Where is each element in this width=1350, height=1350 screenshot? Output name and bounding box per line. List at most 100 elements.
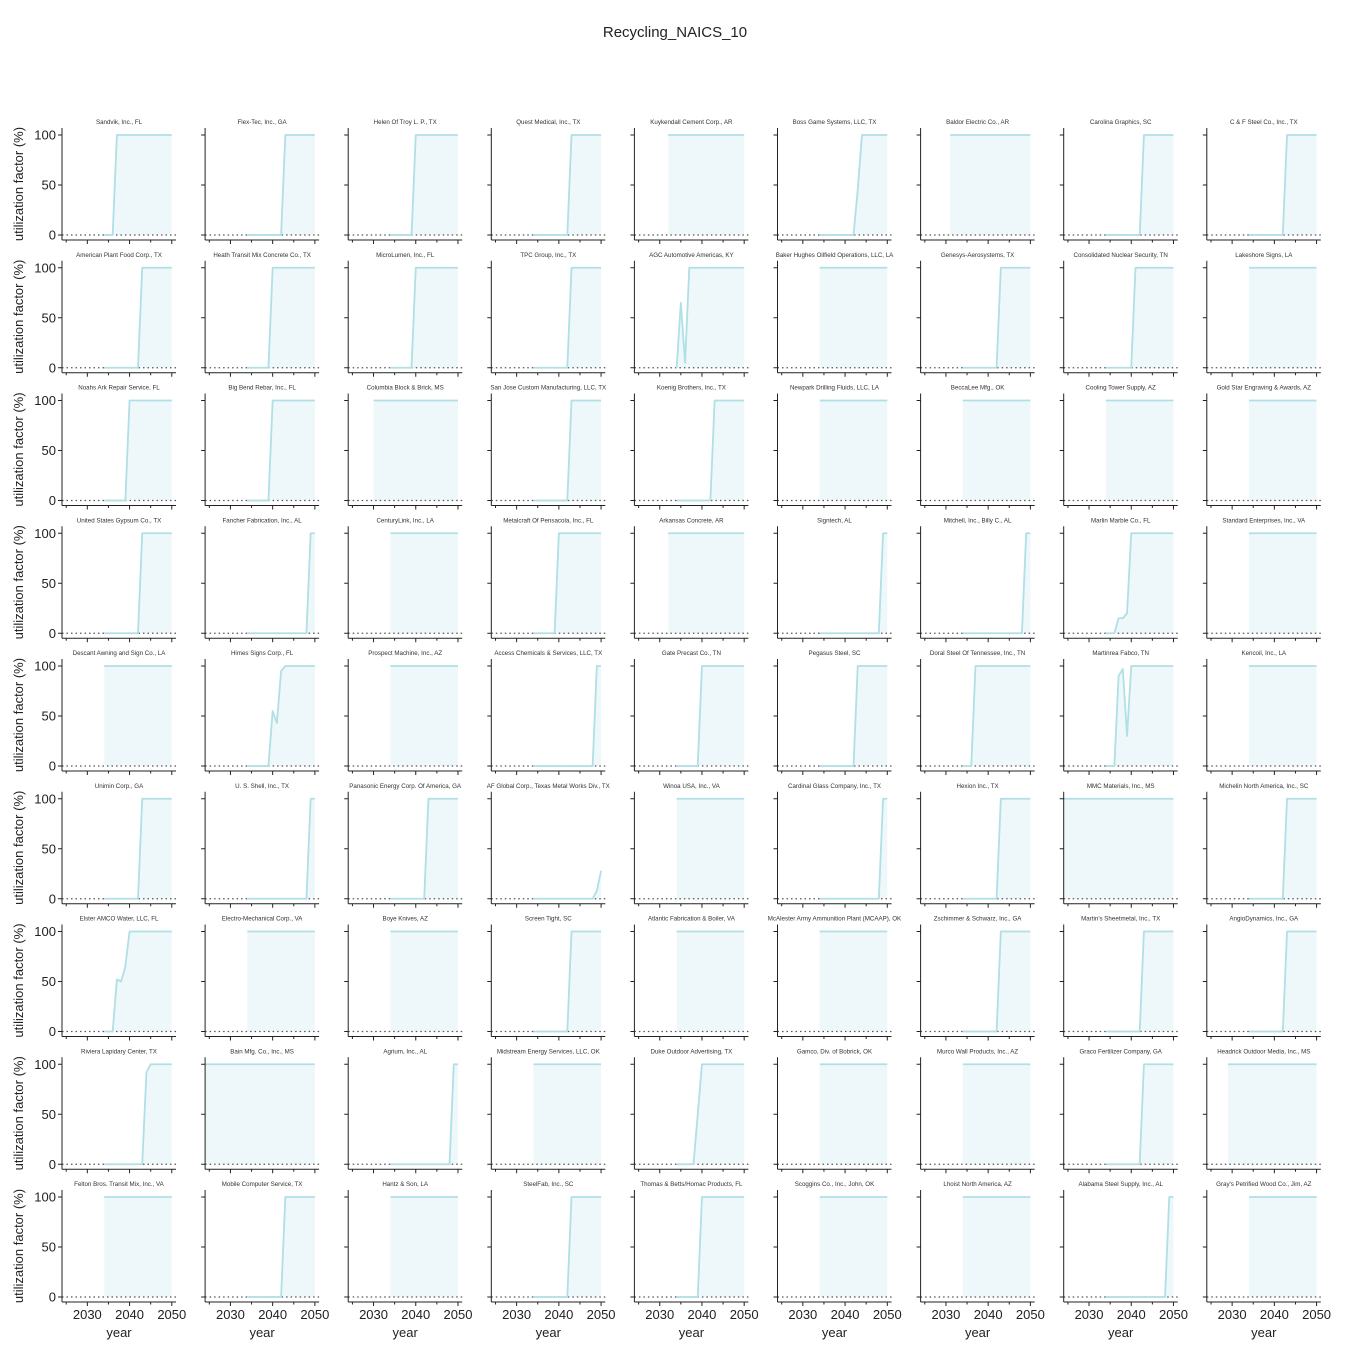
x-tick-label: 2050	[1159, 1307, 1188, 1322]
panel: AGC Automotive Americas, KY	[630, 252, 749, 377]
series-line	[247, 665, 315, 767]
y-tick-label: 0	[49, 493, 56, 508]
x-tick-label: 2030	[359, 1307, 388, 1322]
series-line	[675, 266, 745, 368]
panel-title: Headrick Outdoor Media, Inc., MS	[1217, 1048, 1310, 1055]
panel: Descant Awning and Sign Co., LA 0 50 100 uti…	[11, 650, 176, 775]
panel-title: Doral Steel Of Tennessee, Inc., TN	[930, 650, 1025, 657]
panel: Mitchell, Inc., Billy C., AL	[916, 517, 1035, 643]
panel-title: Standard Enterprises, Inc., VA	[1222, 517, 1306, 524]
panel: Boss Game Systems, LLC, TX	[773, 119, 892, 244]
panel: Boye Knives, AZ	[344, 916, 463, 1041]
panel: Midstream Energy Services, LLC, OK	[487, 1048, 606, 1174]
series-line	[533, 134, 602, 236]
series-line	[819, 665, 888, 767]
panel: McAlester Army Ammunition Plant (MCAAP),…	[768, 916, 902, 1041]
panel-title: Midstream Energy Services, LLC, OK	[497, 1048, 601, 1055]
series-area	[1249, 1197, 1317, 1297]
series-line	[390, 797, 458, 900]
series-area	[1249, 931, 1317, 1032]
series-line	[533, 870, 602, 900]
series-area	[819, 1197, 888, 1297]
panel-title: Agrium, Inc., AL	[383, 1048, 427, 1055]
series-line	[104, 797, 172, 900]
panel-title: Fancher Fabrication, Inc., AL	[223, 517, 303, 524]
series-area	[533, 870, 602, 899]
series-area	[373, 400, 458, 501]
series-line	[247, 134, 315, 236]
series-area	[1105, 931, 1174, 1032]
series-line	[1249, 797, 1317, 900]
series-line	[104, 134, 172, 236]
panel-title: Descant Awning and Sign Co., LA	[73, 650, 167, 657]
x-tick-label: 2040	[115, 1307, 144, 1322]
series-area	[676, 267, 745, 368]
series-area	[533, 267, 602, 368]
panel-title: Gamco, Div. of Bobrick, OK	[797, 1048, 873, 1055]
series-line	[962, 797, 1031, 900]
panel: Michelin North America, Inc., SC	[1202, 783, 1321, 908]
x-tick-label: 2030	[502, 1307, 531, 1322]
panel-title: Unimin Corp., GA	[95, 783, 144, 790]
panel: Pegasus Steel, SC	[773, 650, 892, 775]
series-area	[1249, 400, 1317, 501]
panel-title: Electro-Mechanical Corp., VA	[222, 916, 304, 923]
panel: Hexion Inc., TX	[916, 783, 1035, 908]
x-tick-label: 2050	[1302, 1307, 1331, 1322]
panel-title: Quest Medical, Inc., TX	[516, 119, 580, 126]
panel: MMC Materials, Inc., MS	[1059, 783, 1178, 908]
panel-title: Scoggins Co., Inc., John, OK	[795, 1181, 875, 1188]
y-tick-label: 50	[42, 310, 56, 325]
series-area	[390, 135, 458, 235]
series-line	[1105, 665, 1174, 767]
y-tick-label: 50	[42, 178, 56, 193]
series-area	[1249, 798, 1317, 899]
series-line	[1105, 1063, 1174, 1166]
panel-title: Panasonic Energy Corp. Of America, GA	[349, 783, 462, 790]
panel: Baker Hughes Oilfield Operations, LLC, L…	[773, 252, 894, 377]
panel-title: Mitchell, Inc., Billy C., AL	[944, 517, 1012, 524]
series-area	[676, 1197, 745, 1297]
series-area	[104, 1197, 172, 1297]
panel-title: MMC Materials, Inc., MS	[1087, 783, 1155, 790]
x-tick-label: 2030	[788, 1307, 817, 1322]
series-line	[1105, 930, 1174, 1033]
panel-title: Winoa USA, Inc., VA	[663, 783, 720, 790]
panel-title: Gray's Petrified Wood Co., Jim, AZ	[1216, 1181, 1312, 1188]
series-area	[1105, 1197, 1174, 1297]
panel-title: Koenig Brothers, Inc., TX	[657, 385, 726, 392]
x-axis-label: year	[393, 1325, 419, 1340]
x-tick-label: 2050	[873, 1307, 902, 1322]
x-tick-label: 2040	[544, 1307, 573, 1322]
panel-title: TPC Group, Inc., TX	[520, 252, 576, 259]
panel: Noahs Ark Repair Service, FL 0 50 100 utiliz…	[11, 385, 176, 510]
panel: Graco Fertilizer Company, GA	[1059, 1048, 1178, 1174]
panel-title: Columbia Block & Brick, MS	[367, 385, 444, 392]
series-line	[390, 134, 458, 236]
x-tick-label: 2030	[931, 1307, 960, 1322]
panel: Newpark Drilling Fluids, LLC, LA	[773, 385, 892, 510]
panel: San Jose Custom Manufacturing, LLC, TX	[487, 385, 606, 510]
series-area	[1249, 533, 1317, 634]
series-area	[668, 533, 745, 634]
panel: Winoa USA, Inc., VA	[630, 783, 749, 908]
x-axis-label: year	[1251, 1325, 1277, 1340]
panel: Gray's Petrified Wood Co., Jim, AZ 2030 20…	[1202, 1181, 1331, 1340]
x-tick-label: 2040	[401, 1307, 430, 1322]
series-area	[533, 666, 602, 766]
x-tick-label: 2040	[1260, 1307, 1289, 1322]
y-axis-label: utilization factor (%)	[11, 1189, 26, 1303]
series-area	[1105, 666, 1174, 766]
series-area	[247, 135, 315, 235]
y-tick-label: 100	[34, 260, 56, 275]
series-area	[104, 1064, 172, 1165]
y-tick-label: 0	[49, 891, 56, 906]
panel: Standard Enterprises, Inc., VA	[1202, 517, 1321, 643]
y-tick-label: 100	[34, 791, 56, 806]
panel: Kuykendall Cement Corp., AR	[630, 119, 749, 244]
series-area	[819, 533, 888, 634]
panel-title: Cooling Tower Supply, AZ	[1086, 385, 1156, 392]
series-area	[247, 533, 315, 634]
series-area	[533, 1197, 602, 1297]
series-area	[819, 400, 888, 501]
